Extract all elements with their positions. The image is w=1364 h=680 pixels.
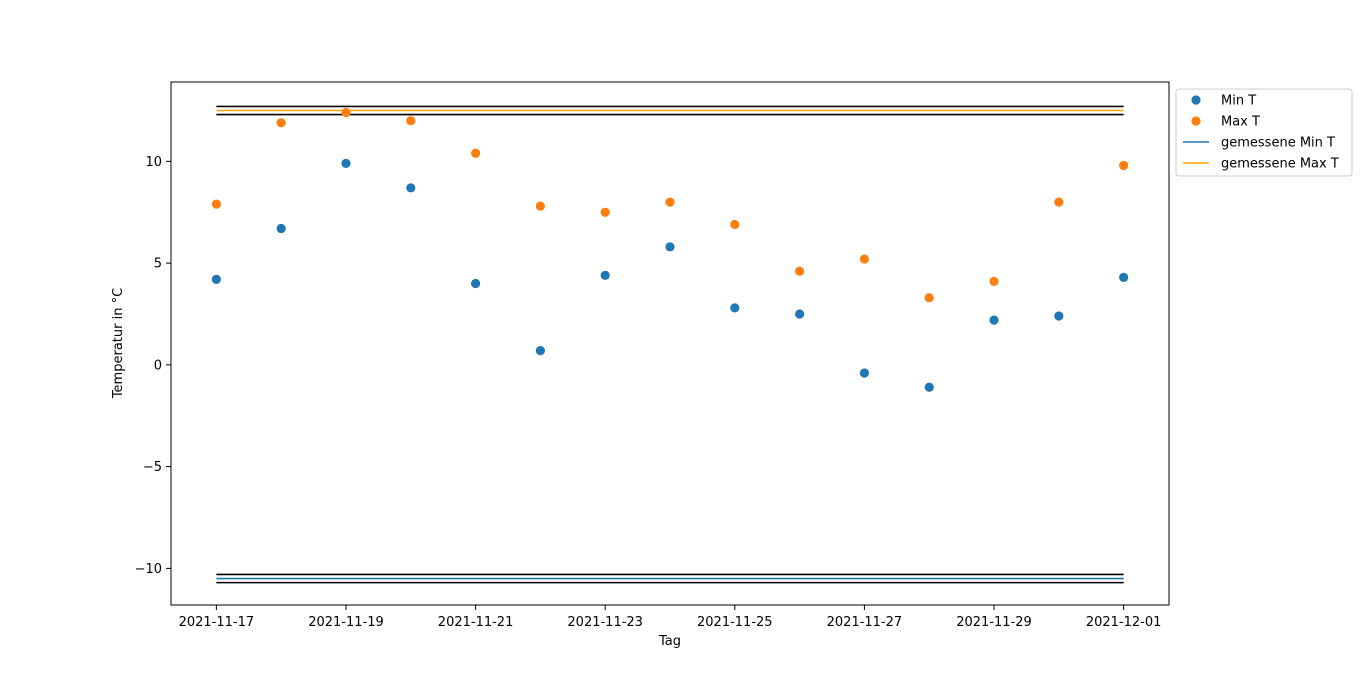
point-min-t [276,223,286,234]
point-max-t [406,116,416,126]
plot-area [171,82,1169,605]
point-max-t [924,293,934,303]
legend: Min T Max T gemessene Min T gemessene Max T [1175,88,1353,177]
legend-marker-max-t [1191,116,1201,126]
point-min-t [211,274,221,284]
x-tick-label: 2021-11-27 [827,615,903,630]
y-tick-label: 5 [154,257,162,272]
point-max-t [600,207,610,217]
y-axis: −10 −5 0 5 10 [135,155,171,577]
legend-label-gemessene-max-t: gemessene Max T [1221,157,1339,172]
point-min-t [1119,272,1129,282]
x-axis: 2021-11-17 2021-11-19 2021-11-21 2021-11-23… [179,605,1162,630]
point-min-t [730,303,740,313]
point-min-t [795,309,805,319]
y-tick-label: 10 [145,155,162,170]
point-min-t [859,368,870,378]
x-tick-label: 2021-11-23 [567,615,643,630]
plot-frame [170,81,1170,606]
point-min-t [341,158,351,169]
point-max-t [1054,197,1064,207]
point-max-t [341,107,351,118]
point-max-t [1119,160,1129,171]
x-tick-label: 2021-11-19 [308,615,384,630]
legend-marker-min-t [1191,95,1201,105]
point-max-t [730,219,740,230]
point-max-t [859,254,870,264]
point-min-t [924,382,934,392]
data-points [211,107,1129,392]
x-axis-label: Tag [658,634,681,649]
reference-lines [216,105,1124,584]
legend-label-min-t: Min T [1221,94,1256,109]
y-axis-label: Temperatur in °C [111,288,126,399]
point-min-t [535,346,545,356]
y-tick-label: 0 [154,358,162,373]
y-tick-label: −5 [143,460,162,475]
x-tick-label: 2021-11-17 [179,615,255,630]
legend-label-max-t: Max T [1221,115,1260,130]
x-tick-label: 2021-11-21 [438,615,514,630]
legend-label-gemessene-min-t: gemessene Min T [1221,136,1335,151]
point-max-t [470,148,481,158]
point-min-t [1054,311,1064,321]
legend-box [1175,88,1353,177]
point-max-t [211,199,221,209]
point-min-t [989,315,999,325]
point-max-t [665,197,675,207]
point-min-t [470,278,481,289]
point-min-t [600,270,610,280]
x-tick-label: 2021-11-29 [956,615,1032,630]
x-tick-label: 2021-11-25 [697,615,773,630]
x-tick-label: 2021-12-01 [1086,615,1162,630]
point-min-t [665,242,675,252]
point-min-t [406,183,416,193]
point-max-t [989,276,999,287]
point-max-t [276,118,286,128]
y-tick-label: −10 [135,562,162,577]
point-max-t [795,266,805,276]
point-max-t [535,201,545,211]
